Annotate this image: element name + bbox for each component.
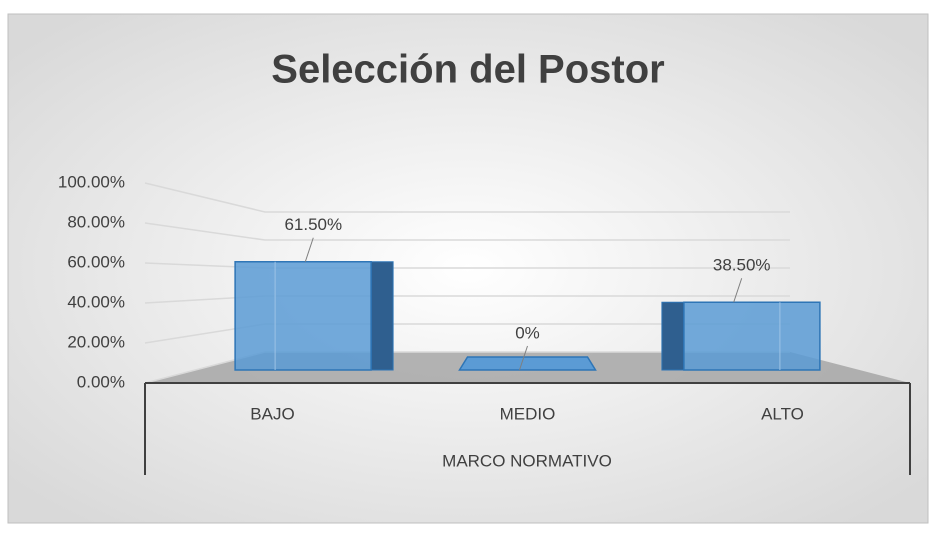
- x-axis-title: MARCO NORMATIVO: [442, 451, 612, 470]
- y-tick-label: 60.00%: [67, 252, 125, 271]
- bar: [458, 356, 597, 371]
- bar-side: [661, 301, 685, 371]
- data-label: 38.50%: [713, 256, 771, 275]
- chart-title: Selección del Postor: [271, 48, 664, 92]
- data-label: 61.50%: [284, 215, 342, 234]
- leader-line: [519, 345, 528, 371]
- grid-line: [144, 182, 790, 213]
- bar-side: [370, 261, 394, 371]
- y-tick-label: 100.00%: [58, 172, 125, 191]
- leader-line: [733, 278, 743, 303]
- x-tick-label: BAJO: [250, 404, 294, 423]
- bar: [683, 301, 821, 371]
- leader-line: [304, 237, 314, 262]
- y-tick-label: 20.00%: [67, 332, 125, 351]
- y-tick-label: 0.00%: [77, 372, 125, 391]
- y-tick-label: 40.00%: [67, 292, 125, 311]
- grid-line: [144, 222, 790, 241]
- x-tick-label: MEDIO: [500, 404, 556, 423]
- bar: [234, 261, 372, 371]
- data-label: 0%: [515, 323, 540, 342]
- x-tick-label: ALTO: [761, 404, 804, 423]
- y-tick-label: 80.00%: [67, 212, 125, 231]
